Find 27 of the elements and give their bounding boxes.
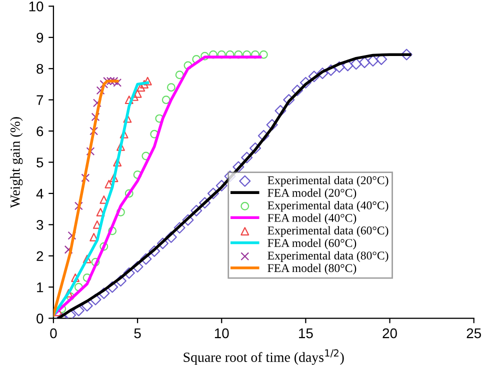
y-tick-label: 9 xyxy=(36,32,44,43)
y-tick-label: 10 xyxy=(29,2,44,12)
y-tick-label: 0 xyxy=(36,314,44,324)
y-axis-title: Weight gain (%) xyxy=(10,117,23,208)
x-tick-label: 5 xyxy=(134,328,141,338)
y-tick-label: 7 xyxy=(36,95,44,105)
legend-label: Experimental data (60°C) xyxy=(268,226,388,237)
y-tick-label: 8 xyxy=(36,64,44,74)
x-tick-label: 15 xyxy=(299,328,313,338)
x-tick-label: 10 xyxy=(214,328,229,338)
legend-label: Experimental data (80°C) xyxy=(268,251,388,262)
y-tick-label: 5 xyxy=(36,158,44,168)
legend-label: Experimental data (40°C) xyxy=(268,201,388,212)
legend-label: FEA model (80°C) xyxy=(268,264,356,275)
x-tick-label: 25 xyxy=(466,328,481,338)
y-tick-label: 3 xyxy=(36,220,44,230)
legend-label: FEA model (60°C) xyxy=(268,238,356,250)
y-tick-label: 2 xyxy=(36,251,44,261)
y-tick-label: 1 xyxy=(37,282,44,292)
legend-label: FEA model (20°C) xyxy=(268,188,356,200)
x-tick-label: 20 xyxy=(382,328,397,338)
legend-label: Experimental data (20°C) xyxy=(268,176,388,187)
y-tick-label: 6 xyxy=(36,126,44,136)
x-axis-title: Square root of time (days$^{1/2}$) xyxy=(184,349,344,365)
y-tick-label: 4 xyxy=(36,188,44,198)
x-tick-label: 0 xyxy=(50,328,57,338)
legend-label: FEA model (40°C) xyxy=(268,214,356,224)
